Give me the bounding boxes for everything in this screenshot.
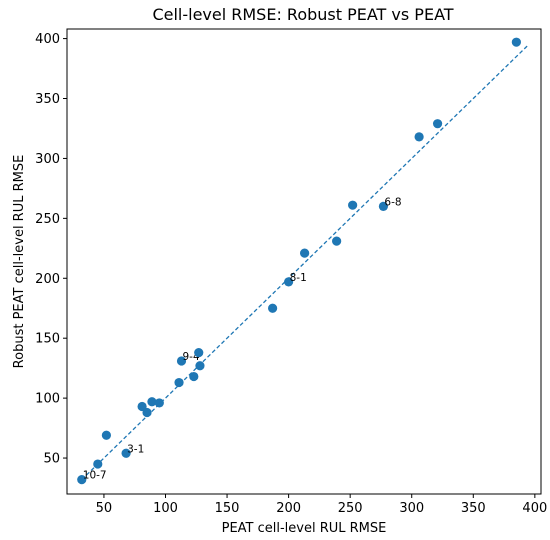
point-annotation: 6-8 — [384, 196, 401, 208]
data-point — [189, 371, 199, 382]
data-point — [284, 277, 294, 287]
data-point — [300, 248, 310, 258]
data-point — [77, 475, 87, 485]
data-point — [195, 361, 205, 371]
y-tick-label: 100 — [35, 392, 60, 407]
x-tick-label: 400 — [522, 501, 547, 516]
data-point — [414, 132, 424, 142]
data-point — [101, 430, 111, 440]
data-point — [511, 37, 521, 47]
data-point — [348, 200, 358, 210]
data-point — [142, 407, 152, 418]
x-tick-label: 50 — [96, 501, 113, 516]
x-tick-label: 200 — [276, 501, 301, 516]
x-tick-label: 350 — [461, 501, 486, 516]
data-point — [194, 347, 204, 358]
data-point — [121, 448, 131, 458]
data-point — [332, 236, 342, 246]
data-point — [147, 397, 157, 407]
point-annotation: 8-1 — [290, 272, 307, 284]
y-tick-label: 150 — [35, 332, 60, 347]
data-point — [268, 303, 278, 313]
data-point — [176, 356, 187, 366]
data-point — [154, 398, 164, 408]
y-tick-label: 400 — [35, 32, 60, 47]
y-tick-label: 350 — [35, 92, 60, 107]
y-tick-label: 250 — [35, 212, 60, 227]
y-tick-label: 200 — [35, 272, 60, 287]
x-tick-label: 150 — [215, 501, 240, 516]
data-point — [378, 201, 389, 211]
y-axis-title: Robust PEAT cell-level RUL RMSE — [12, 155, 27, 369]
y-tick-label: 50 — [43, 452, 60, 467]
chart-title: Cell-level RMSE: Robust PEAT vs PEAT — [152, 5, 453, 24]
data-point — [432, 119, 443, 129]
plot-frame — [66, 28, 542, 495]
x-tick-label: 300 — [399, 501, 424, 516]
x-tick-label: 100 — [153, 501, 178, 516]
x-tick-label: 250 — [338, 501, 363, 516]
data-point — [174, 377, 184, 388]
y-tick-label: 300 — [35, 152, 60, 167]
data-point — [93, 459, 103, 469]
x-axis-title: PEAT cell-level RUL RMSE — [222, 521, 387, 536]
point-annotation: 10-7 — [83, 470, 107, 482]
point-annotation: 3-1 — [127, 443, 144, 455]
